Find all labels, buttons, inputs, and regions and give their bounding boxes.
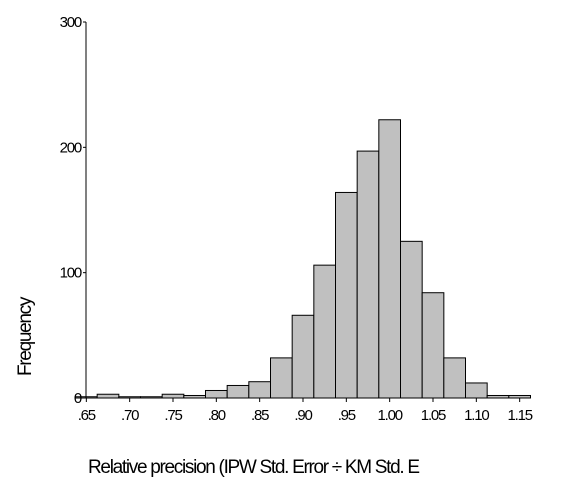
y-axis-title: Frequency (15, 296, 36, 376)
x-tick-label: .70 (121, 407, 139, 424)
histogram-bar (140, 396, 163, 399)
x-tick-label: 1.05 (421, 407, 446, 424)
y-tick-label: 200 (60, 139, 82, 156)
x-tick-label: .75 (164, 407, 182, 424)
y-tick-label: 0 (74, 390, 82, 407)
x-axis-ticks: .65 .70 .75 .80 .85 .90 .95 1.00 1.05 1.10 1.15 (78, 398, 534, 424)
histogram-bar (226, 384, 250, 399)
x-tick-label: .90 (294, 407, 312, 424)
histogram-bar (486, 394, 510, 399)
histogram-bar (443, 357, 466, 399)
x-axis-title: Relative precision (IPW Std. Error ÷ KM … (88, 457, 419, 478)
histogram-bars (75, 119, 531, 399)
x-tick-label: 1.10 (464, 407, 489, 424)
histogram-bar (270, 357, 293, 399)
y-axis-ticks: 0 100 200 300 (60, 14, 86, 407)
histogram-bar (313, 264, 336, 399)
histogram-bar (400, 240, 423, 399)
histogram-bar (465, 382, 488, 399)
x-tick-label: .95 (338, 407, 356, 424)
x-tick-label: .65 (78, 407, 96, 424)
histogram-bar (96, 393, 120, 399)
x-tick-label: .80 (208, 407, 226, 424)
histogram-bar (356, 150, 380, 399)
y-tick-label: 300 (60, 14, 82, 31)
histogram-bar (508, 394, 531, 399)
x-tick-label: .85 (251, 407, 269, 424)
histogram-bar (421, 292, 445, 399)
histogram-bar (205, 389, 228, 399)
x-tick-label: 1.15 (507, 407, 532, 424)
histogram-bar (118, 396, 142, 399)
histogram-bar (335, 191, 358, 399)
x-tick-label: 1.00 (377, 407, 402, 424)
histogram-bar (248, 381, 272, 399)
histogram-bar (161, 393, 185, 399)
histogram-bar (378, 119, 401, 399)
histogram-bar (291, 314, 315, 399)
histogram-bar (183, 394, 207, 399)
y-tick-label: 100 (60, 265, 82, 282)
